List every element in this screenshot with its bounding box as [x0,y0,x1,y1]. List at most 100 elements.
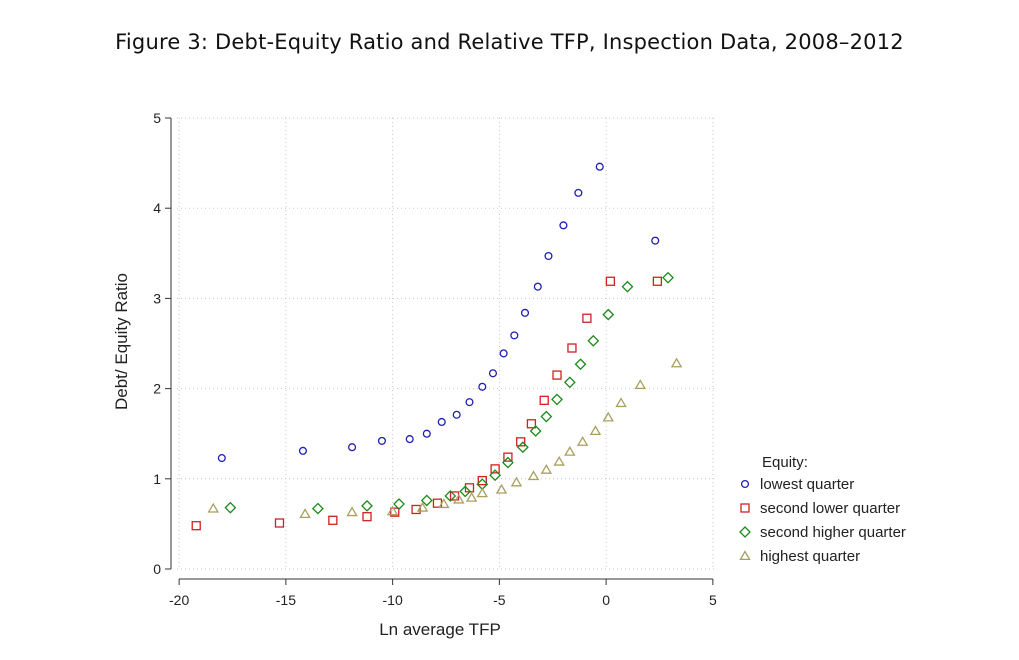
data-point-triangle [576,436,589,446]
legend-label: second lower quarter [760,500,900,517]
data-point-circle [651,236,660,245]
data-point-triangle [416,501,429,512]
data-point-square [390,507,400,517]
data-point-circle [595,162,604,171]
x-tick-label: -15 [276,592,296,608]
data-point-diamond [574,358,587,371]
data-point-diamond [361,499,373,512]
data-point-square [191,521,201,531]
data-point-triangle [476,487,489,498]
data-point-triangle [602,411,614,422]
legend-marker-triangle [739,550,751,561]
legend-label: lowest quarter [760,476,854,493]
data-point-triangle [465,491,478,502]
y-tick-label: 0 [153,561,161,577]
data-point-triangle [527,470,540,481]
data-point-triangle [510,476,523,487]
data-point-circle [405,435,414,444]
x-tick-label: 5 [709,592,717,608]
data-point-circle [499,349,508,358]
data-point-circle [377,436,387,445]
data-point-circle [298,446,308,455]
data-point-diamond [420,494,433,507]
data-point-diamond [224,501,237,514]
y-tick-label: 3 [153,290,161,306]
data-point-diamond [311,502,324,515]
data-point-diamond [662,271,674,284]
data-point-square [582,313,592,323]
data-point-triangle [438,498,450,509]
x-tick-label: -5 [493,592,506,608]
data-point-triangle [453,493,465,504]
data-point-triangle [634,379,647,390]
x-tick-label: -10 [383,592,403,608]
data-point-triangle [615,397,627,408]
y-tick-label: 1 [153,471,161,487]
data-point-circle [533,282,542,291]
data-point-diamond [459,485,472,498]
data-point-diamond [621,280,634,293]
data-point-square [652,276,663,286]
data-point-square [477,475,487,486]
data-point-triangle [346,506,358,517]
x-tick-label: 0 [602,592,610,608]
data-point-square [516,437,526,447]
series-triangle [207,357,683,519]
data-point-diamond [587,334,600,347]
legend-marker-diamond [739,526,751,538]
data-point-circle [478,382,487,391]
data-point-triangle [564,445,576,456]
data-point-diamond [563,376,576,389]
data-point-triangle [540,463,553,474]
legend-label: highest quarter [760,548,860,565]
legend-title: Equity: [762,454,808,471]
data-point-square [526,419,537,429]
grid-lines [177,117,715,570]
data-point-diamond [501,456,514,469]
legend-items: lowest quarter second lower quarter second… [739,476,906,565]
data-point-triangle [670,357,683,368]
x-tick-label: -20 [169,592,189,608]
data-point-diamond [393,498,405,510]
data-point-circle [348,443,357,452]
data-point-square [503,452,513,462]
data-point-circle [422,429,431,438]
data-point-triangle [299,508,311,519]
data-point-circle [559,221,568,230]
data-point-triangle [553,455,565,466]
data-point-circle [452,410,461,419]
x-axis-title: Ln average TFP [379,620,501,639]
axes: 0 1 2 3 4 5 -20 -15 -10 -5 0 5 [153,110,717,608]
data-point-triangle [589,425,602,436]
data-point-circle [574,188,583,197]
data-point-diamond [551,393,563,406]
data-point-circle [217,454,226,463]
data-point-circle [544,251,553,261]
figure-title: Figure 3: Debt-Equity Ratio and Relative… [115,30,904,54]
data-point-square [490,464,500,474]
data-point-circle [520,308,530,317]
data-point-square [567,343,577,353]
y-tick-label: 5 [153,110,161,126]
legend-marker-square [740,503,750,513]
data-point-diamond [602,308,615,321]
data-point-circle [510,331,519,340]
data-point-triangle [495,483,508,494]
data-point-diamond [540,410,553,423]
data-point-circle [488,369,498,378]
series-square [191,276,663,531]
legend-marker-circle [740,479,750,489]
data-point-square [328,515,338,525]
data-point-circle [437,417,446,427]
y-tick-label: 4 [153,200,161,216]
series-circle [217,162,660,463]
legend: Equity: lowest quarter second lower quart… [739,454,906,565]
data-points [191,162,683,531]
data-point-square [552,370,562,380]
data-point-diamond [489,469,502,482]
data-point-diamond [529,425,542,437]
y-tick-label: 2 [153,381,161,397]
data-point-triangle [386,505,399,516]
data-point-square [539,395,549,405]
